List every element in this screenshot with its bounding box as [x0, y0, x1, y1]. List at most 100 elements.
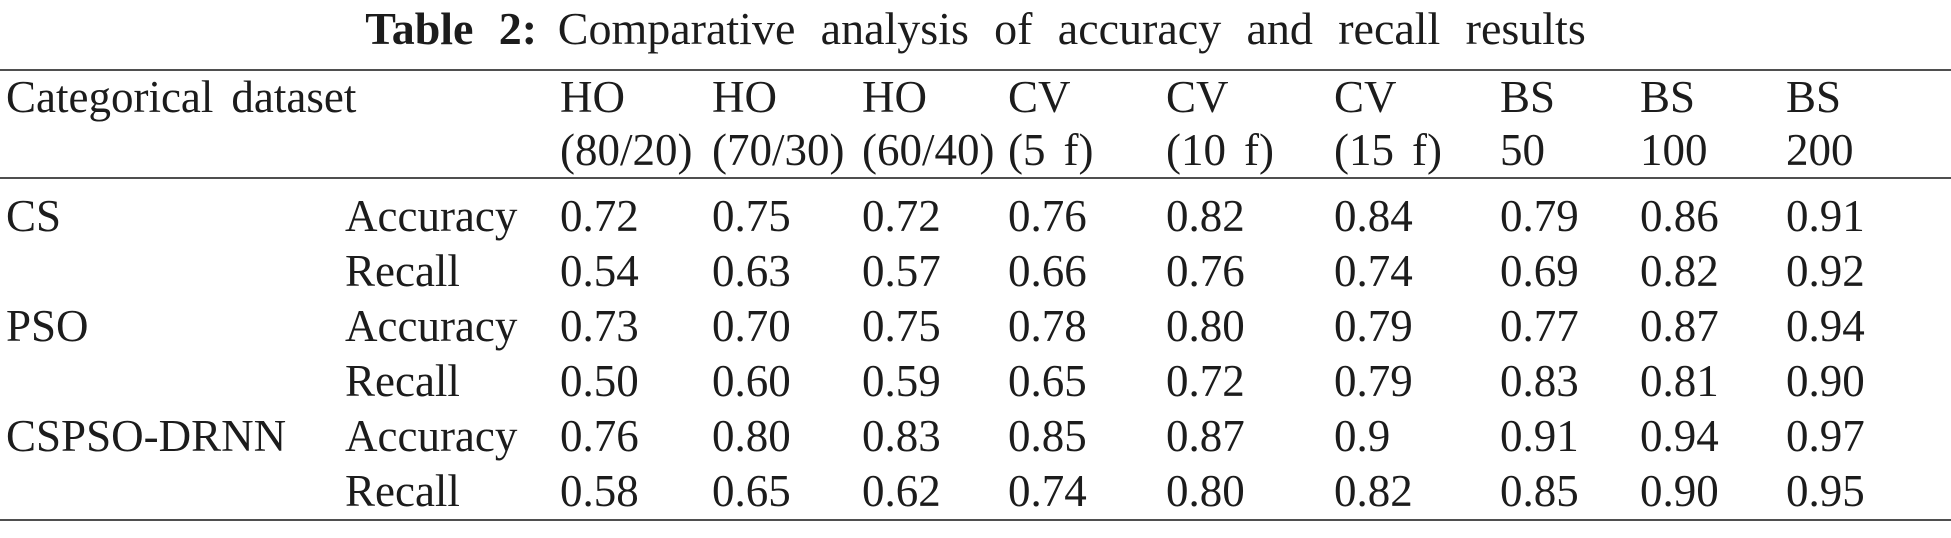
- value-cell: 0.82: [1640, 246, 1719, 296]
- dataset-cell: [0, 464, 345, 520]
- value-cell: 0.92: [1786, 246, 1865, 296]
- table-row: PSO Accuracy 0.73 0.70 0.75 0.78 0.80 0.…: [0, 299, 1951, 354]
- metric-cell: Accuracy: [345, 191, 518, 241]
- col-header-bs-100: BS 100: [1640, 70, 1786, 179]
- col-header-line2: 200: [1786, 125, 1854, 175]
- value-cell: 0.80: [1166, 466, 1245, 516]
- table-caption-label: Table 2:: [365, 3, 538, 54]
- value-cell: 0.76: [560, 411, 639, 461]
- table-row: Recall 0.58 0.65 0.62 0.74 0.80 0.82 0.8…: [0, 464, 1951, 520]
- value-cell: 0.91: [1500, 411, 1579, 461]
- header-row: Categorical dataset HO (80/20) HO (70/30…: [0, 70, 1951, 179]
- value-cell: 0.85: [1008, 411, 1087, 461]
- value-cell: 0.76: [1008, 191, 1087, 241]
- value-cell: 0.97: [1786, 411, 1865, 461]
- table-caption: Table 2: Comparative analysis of accuracy…: [0, 0, 1951, 69]
- value-cell: 0.80: [1166, 301, 1245, 351]
- value-cell: 0.82: [1166, 191, 1245, 241]
- value-cell: 0.58: [560, 466, 639, 516]
- value-cell: 0.79: [1334, 356, 1413, 406]
- value-cell: 0.75: [862, 301, 941, 351]
- col-header-ho-7030: HO (70/30): [712, 70, 862, 179]
- col-header-line1: CV: [1008, 72, 1071, 122]
- value-cell: 0.66: [1008, 246, 1087, 296]
- metric-cell: Recall: [345, 466, 460, 516]
- value-cell: 0.86: [1640, 191, 1719, 241]
- col-header-line2: (80/20): [560, 125, 693, 175]
- table-row: CSPSO-DRNN Accuracy 0.76 0.80 0.83 0.85 …: [0, 409, 1951, 464]
- value-cell: 0.94: [1786, 301, 1865, 351]
- value-cell: 0.77: [1500, 301, 1579, 351]
- col-header-cv-10f: CV (10 f): [1166, 70, 1334, 179]
- value-cell: 0.63: [712, 246, 791, 296]
- col-header-line1: HO: [560, 72, 625, 122]
- value-cell: 0.83: [862, 411, 941, 461]
- col-header-ho-8020: HO (80/20): [560, 70, 712, 179]
- col-header-line1: HO: [712, 72, 777, 122]
- table-caption-text: Comparative analysis of accuracy and rec…: [557, 3, 1586, 54]
- col-header-line2: 50: [1500, 125, 1545, 175]
- col-header-line1: HO: [862, 72, 927, 122]
- col-header-line2: (5 f): [1008, 125, 1094, 175]
- col-header-line2: 100: [1640, 125, 1708, 175]
- value-cell: 0.65: [712, 466, 791, 516]
- value-cell: 0.83: [1500, 356, 1579, 406]
- col-header-line2: (15 f): [1334, 125, 1442, 175]
- table-row: Recall 0.50 0.60 0.59 0.65 0.72 0.79 0.8…: [0, 354, 1951, 409]
- value-cell: 0.79: [1334, 301, 1413, 351]
- value-cell: 0.81: [1640, 356, 1719, 406]
- value-cell: 0.87: [1166, 411, 1245, 461]
- col-header-line1: BS: [1500, 72, 1556, 122]
- value-cell: 0.87: [1640, 301, 1719, 351]
- value-cell: 0.94: [1640, 411, 1719, 461]
- value-cell: 0.80: [712, 411, 791, 461]
- value-cell: 0.73: [560, 301, 639, 351]
- col-header-line1: CV: [1334, 72, 1397, 122]
- value-cell: 0.74: [1008, 466, 1087, 516]
- value-cell: 0.76: [1166, 246, 1245, 296]
- col-header-dataset: Categorical dataset: [0, 70, 357, 179]
- metric-cell: Recall: [345, 246, 460, 296]
- value-cell: 0.84: [1334, 191, 1413, 241]
- table-row: Recall 0.54 0.63 0.57 0.66 0.76 0.74 0.6…: [0, 244, 1951, 299]
- col-header-cv-15f: CV (15 f): [1334, 70, 1500, 179]
- value-cell: 0.90: [1786, 356, 1865, 406]
- col-header-bs-50: BS 50: [1500, 70, 1640, 179]
- value-cell: 0.95: [1786, 466, 1865, 516]
- metric-cell: Accuracy: [345, 411, 518, 461]
- col-header-line2: (60/40): [862, 125, 995, 175]
- col-header-line2: (70/30): [712, 125, 845, 175]
- col-header-line2: (10 f): [1166, 125, 1274, 175]
- value-cell: 0.75: [712, 191, 791, 241]
- value-cell: 0.54: [560, 246, 639, 296]
- dataset-cell: CSPSO-DRNN: [6, 411, 287, 461]
- value-cell: 0.74: [1334, 246, 1413, 296]
- col-header-dataset-label: Categorical dataset: [6, 72, 357, 122]
- metric-cell: Recall: [345, 356, 460, 406]
- col-header-line1: CV: [1166, 72, 1229, 122]
- value-cell: 0.78: [1008, 301, 1087, 351]
- dataset-cell: [0, 244, 345, 299]
- value-cell: 0.91: [1786, 191, 1865, 241]
- value-cell: 0.57: [862, 246, 941, 296]
- value-cell: 0.70: [712, 301, 791, 351]
- metric-cell: Accuracy: [345, 301, 518, 351]
- value-cell: 0.85: [1500, 466, 1579, 516]
- table-row: CS Accuracy 0.72 0.75 0.72 0.76 0.82 0.8…: [0, 178, 1951, 244]
- value-cell: 0.69: [1500, 246, 1579, 296]
- col-header-line1: BS: [1786, 72, 1842, 122]
- value-cell: 0.9: [1334, 411, 1391, 461]
- dataset-cell: PSO: [6, 301, 89, 351]
- value-cell: 0.82: [1334, 466, 1413, 516]
- results-table: Categorical dataset HO (80/20) HO (70/30…: [0, 69, 1951, 521]
- value-cell: 0.72: [1166, 356, 1245, 406]
- value-cell: 0.72: [560, 191, 639, 241]
- value-cell: 0.72: [862, 191, 941, 241]
- col-header-line1: BS: [1640, 72, 1696, 122]
- dataset-cell: CS: [6, 191, 62, 241]
- col-header-cv-5f: CV (5 f): [1008, 70, 1166, 179]
- col-header-bs-200: BS 200: [1786, 70, 1951, 179]
- dataset-cell: [0, 354, 345, 409]
- value-cell: 0.90: [1640, 466, 1719, 516]
